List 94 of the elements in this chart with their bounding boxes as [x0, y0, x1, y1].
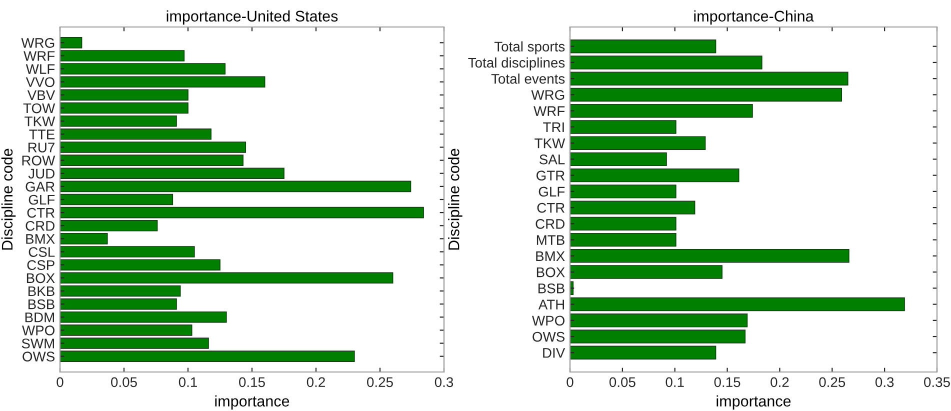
- y-tick-label: TKW: [534, 138, 566, 148]
- y-tick-label: WRG: [531, 90, 564, 100]
- x-tick-label: 0.05: [609, 377, 636, 388]
- bar: [570, 56, 762, 70]
- y-tick-label: BMX: [26, 234, 55, 244]
- chart-title: importance-China: [694, 10, 814, 25]
- y-tick-label: ROW: [22, 156, 56, 166]
- bar: [570, 39, 716, 54]
- y-tick-label: CSP: [27, 260, 54, 270]
- bar: [60, 194, 174, 206]
- y-tick-label: BOX: [536, 267, 565, 278]
- y-tick-label: CTR: [537, 202, 564, 213]
- x-tick-label: 0.25: [819, 377, 846, 388]
- y-tick-label: WRF: [534, 106, 565, 116]
- x-tick-label: 0.1: [666, 377, 684, 388]
- bar: [60, 285, 181, 297]
- bar: [60, 89, 188, 101]
- x-tick-label: 0.25: [367, 377, 393, 388]
- y-tick-label: BKB: [28, 286, 54, 296]
- bar: [570, 216, 676, 231]
- y-tick-label: WRG: [21, 38, 54, 48]
- y-tick-label: BSB: [538, 284, 564, 294]
- y-tick-label: RU7: [28, 142, 54, 152]
- bar: [570, 168, 740, 182]
- x-tick-label: 0.1: [178, 377, 197, 388]
- bar: [570, 314, 748, 328]
- y-tick-label: GLF: [538, 186, 565, 197]
- x-tick-label: 0.3: [875, 377, 894, 388]
- x-tick-label: 0.35: [924, 377, 950, 388]
- bar: [570, 232, 676, 247]
- x-tick-label: 0.2: [306, 377, 325, 388]
- y-tick-label: TRI: [543, 122, 564, 132]
- y-tick-label: BMX: [536, 251, 565, 261]
- x-tick-label: 0.15: [714, 377, 740, 388]
- bar: [60, 102, 188, 114]
- y-tick-label: WPO: [22, 326, 54, 336]
- bar: [570, 249, 850, 263]
- bar: [570, 265, 722, 279]
- y-tick-label: CSL: [28, 247, 55, 257]
- x-tick-label: 0.15: [239, 377, 265, 388]
- x-tick-label: 0: [566, 377, 574, 388]
- bar: [570, 346, 716, 360]
- bar: [570, 330, 746, 344]
- bar: [570, 104, 753, 118]
- bar: [60, 272, 394, 284]
- y-tick-label: CTR: [27, 208, 54, 218]
- bar: [570, 152, 667, 166]
- y-tick-label: Total events: [491, 74, 565, 84]
- bar: [60, 180, 412, 192]
- y-tick-label: TKW: [24, 116, 56, 126]
- y-tick-label: MTB: [536, 235, 564, 245]
- x-tick-label: 0.05: [111, 377, 137, 388]
- x-axis-title: importance: [716, 395, 791, 410]
- y-tick-label: CRD: [26, 220, 54, 231]
- y-tick-label: CRD: [536, 219, 564, 229]
- y-tick-label: GTR: [536, 170, 564, 180]
- y-tick-label: VBV: [27, 90, 56, 100]
- y-axis-title: Discipline code: [1, 148, 16, 250]
- bar: [570, 200, 696, 214]
- y-tick-label: OWS: [532, 332, 564, 342]
- y-tick-label: TOW: [23, 103, 56, 114]
- bar: [570, 88, 842, 102]
- bar: [60, 298, 177, 310]
- y-tick-label: ATH: [538, 300, 564, 310]
- x-tick-label: 0: [56, 377, 64, 388]
- bar: [570, 184, 676, 198]
- y-tick-label: TTE: [29, 130, 55, 140]
- y-tick-label: BOX: [26, 273, 55, 284]
- y-tick-label: WPO: [532, 316, 564, 326]
- bar: [570, 297, 905, 312]
- chart-title: importance-United States: [166, 10, 338, 25]
- y-tick-label: JUD: [28, 168, 54, 179]
- y-tick-label: DIV: [543, 348, 566, 358]
- y-tick-label: GAR: [26, 182, 54, 192]
- y-tick-label: WLF: [26, 64, 55, 74]
- y-tick-label: Total sports: [494, 41, 565, 54]
- y-tick-label: SWM: [22, 338, 54, 348]
- bar: [570, 72, 848, 86]
- x-axis-title: importance: [215, 395, 290, 410]
- y-tick-label: BSB: [28, 299, 54, 310]
- bar: [570, 120, 676, 134]
- x-tick-label: 0.2: [770, 377, 789, 388]
- y-tick-label: BDM: [25, 312, 54, 322]
- y-tick-label: GLF: [28, 194, 55, 205]
- y-tick-label: SAL: [540, 154, 565, 164]
- bar: [60, 115, 177, 127]
- x-tick-label: 0.3: [434, 377, 454, 388]
- bar: [570, 136, 706, 150]
- y-tick-label: OWS: [22, 352, 54, 362]
- y-tick-label: Total disciplines: [468, 57, 565, 70]
- y-tick-label: VVO: [26, 77, 54, 88]
- y-tick-label: WRF: [24, 51, 55, 61]
- bar: [60, 206, 424, 218]
- y-axis-title: Discipline code: [448, 148, 462, 250]
